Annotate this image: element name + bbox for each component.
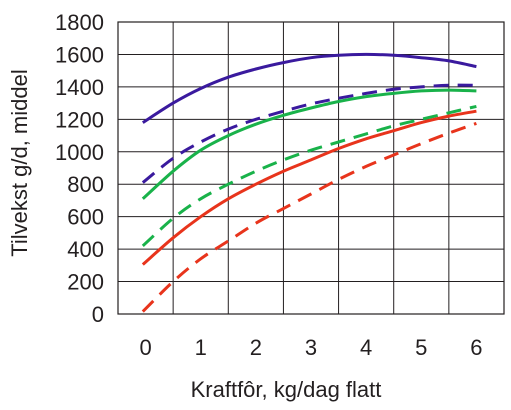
series-line-3 [141, 88, 477, 200]
y-axis-title: Tilvekst g/d, middel [7, 69, 32, 256]
x-tick-label: 1 [195, 335, 207, 360]
x-tick-label: 3 [305, 335, 317, 360]
x-tick-label: 2 [250, 335, 262, 360]
series-line-1 [141, 52, 477, 124]
y-tick-label: 200 [67, 270, 104, 295]
x-tick-label: 6 [470, 335, 482, 360]
series-line-6 [141, 121, 477, 313]
series-lines [141, 52, 477, 313]
x-tick-label: 5 [415, 335, 427, 360]
x-tick-label: 4 [360, 335, 372, 360]
y-tick-label: 600 [67, 205, 104, 230]
grid [117, 21, 505, 315]
series-line-2 [141, 83, 477, 184]
tick-labels: 0 200 400 600 800 1000 1200 1400 1600 1800 0 1 2 3 4 5 6 [55, 10, 483, 360]
y-tick-label: 1000 [55, 140, 104, 165]
y-tick-label: 400 [67, 237, 104, 262]
x-tick-label: 0 [139, 335, 151, 360]
y-tick-label: 1200 [55, 107, 104, 132]
y-tick-label: 1600 [55, 42, 104, 67]
y-tick-label: 0 [92, 302, 104, 327]
y-tick-label: 1800 [55, 10, 104, 35]
series-line-4 [141, 104, 477, 248]
y-tick-label: 800 [67, 172, 104, 197]
y-tick-label: 1400 [55, 75, 104, 100]
x-axis-title: Kraftfôr, kg/dag flatt [191, 377, 382, 402]
series-line-5 [141, 109, 477, 266]
